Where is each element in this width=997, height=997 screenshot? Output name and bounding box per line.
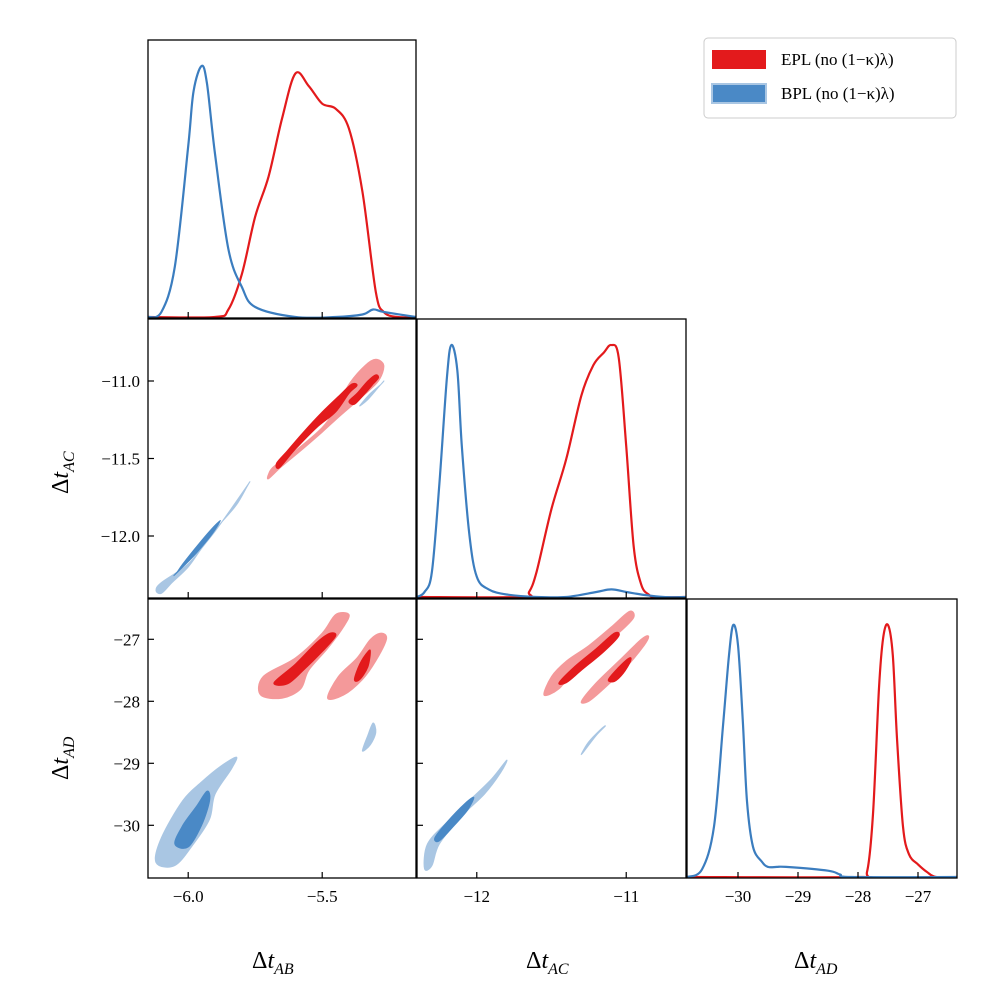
contour-bpl-68-ab_ad-2 bbox=[174, 790, 211, 849]
contour-panel-ab_ad bbox=[154, 612, 388, 868]
marginal-bpl-ad bbox=[687, 623, 957, 878]
contour-panel-ac_ad bbox=[423, 610, 650, 871]
marginal-bpl-ab bbox=[148, 64, 416, 318]
marginal-panel-ad bbox=[687, 623, 957, 878]
tick-label-ad-bottom-3: −27 bbox=[905, 887, 932, 906]
marginal-epl-ab bbox=[148, 71, 416, 318]
frame-p-ad-m bbox=[686, 598, 958, 879]
tick-label-ab-bottom-0: −6.0 bbox=[173, 887, 204, 906]
marginal-panel-ac bbox=[417, 343, 686, 598]
frame-p-ab bbox=[147, 39, 417, 319]
panel-frames bbox=[147, 39, 958, 879]
tick-label-ad-bottom-1: −29 bbox=[785, 887, 812, 906]
contour-epl-68-ac_ad-3 bbox=[607, 657, 632, 683]
contour-bpl-68-ab_ac-2 bbox=[173, 519, 221, 577]
tick-label-ac-left-0: −11.0 bbox=[101, 372, 140, 391]
x-axis-title-ab: ΔtAB bbox=[252, 948, 294, 978]
y-axis-title-ad: ΔtAD bbox=[48, 736, 78, 780]
marginal-epl-ad bbox=[687, 623, 957, 878]
frame-p-ac-ad bbox=[416, 598, 687, 879]
x-axis-title-ac: ΔtAC bbox=[526, 948, 569, 978]
contour-epl-95-ab_ac-0 bbox=[266, 358, 385, 480]
contour-bpl-95-ac_ad-1 bbox=[580, 725, 606, 756]
legend-swatch-bpl bbox=[711, 83, 767, 104]
legend-label-epl: EPL (no (1−κ)λ) bbox=[781, 50, 894, 69]
y-axis-title-ac: ΔtAC bbox=[48, 451, 78, 494]
tick-label-ac-bottom-1: −11 bbox=[613, 887, 639, 906]
contour-epl-95-ac_ad-0 bbox=[543, 610, 635, 697]
contour-epl-68-ab_ad-3 bbox=[353, 649, 371, 682]
tick-label-ad-left-0: −27 bbox=[113, 630, 140, 649]
legend: EPL (no (1−κ)λ) BPL (no (1−κ)λ) bbox=[703, 37, 957, 119]
tick-label-ad-bottom-0: −30 bbox=[725, 887, 752, 906]
contour-epl-68-ab_ac-2 bbox=[348, 374, 380, 406]
tick-label-ad-left-3: −30 bbox=[113, 816, 140, 835]
marginal-epl-ac bbox=[417, 343, 686, 598]
contour-bpl-95-ab_ac-1 bbox=[359, 380, 385, 407]
tick-label-ac-bottom-0: −12 bbox=[463, 887, 490, 906]
contour-epl-95-ac_ad-1 bbox=[580, 635, 650, 704]
legend-label-bpl: BPL (no (1−κ)λ) bbox=[781, 84, 895, 103]
tick-label-ac-left-2: −12.0 bbox=[101, 527, 140, 546]
contour-epl-95-ab_ad-1 bbox=[327, 632, 388, 700]
tick-label-ac-left-1: −11.5 bbox=[101, 450, 140, 469]
frame-p-ab-ad bbox=[147, 598, 417, 879]
contour-bpl-95-ab_ac-0 bbox=[155, 481, 251, 595]
contour-epl-68-ab_ad-2 bbox=[273, 632, 337, 686]
legend-swatch-epl bbox=[712, 50, 766, 69]
contour-bpl-68-ac_ad-2 bbox=[434, 796, 475, 843]
contour-bpl-95-ab_ad-1 bbox=[361, 722, 377, 752]
contour-layer bbox=[154, 358, 650, 871]
marginal-bpl-ac bbox=[417, 343, 686, 598]
tick-label-ab-bottom-1: −5.5 bbox=[307, 887, 338, 906]
frame-p-ac-m bbox=[416, 318, 687, 599]
contour-epl-68-ac_ad-2 bbox=[558, 631, 620, 685]
marginal-layer bbox=[148, 64, 957, 878]
tick-layer: −6.0 −5.5 −12 −11 −30 −29 −28 −27 −11.0 −11.5 −12.… bbox=[101, 312, 932, 906]
contour-panel-ab_ac bbox=[155, 358, 385, 595]
x-axis-title-ad: ΔtAD bbox=[794, 948, 838, 978]
tick-label-ad-left-1: −28 bbox=[113, 692, 140, 711]
tick-label-ad-left-2: −29 bbox=[113, 754, 140, 773]
contour-epl-68-ab_ac-1 bbox=[275, 382, 358, 469]
tick-label-ad-bottom-2: −28 bbox=[845, 887, 872, 906]
contour-bpl-95-ac_ad-0 bbox=[423, 759, 508, 871]
marginal-panel-ab bbox=[148, 64, 416, 318]
